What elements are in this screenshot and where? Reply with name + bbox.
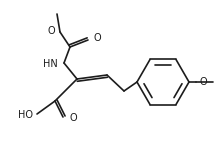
Text: O: O [69,113,77,123]
Text: O: O [199,77,207,87]
Text: O: O [47,26,55,36]
Text: HO: HO [18,110,33,120]
Text: HN: HN [43,59,58,69]
Text: O: O [94,33,102,43]
